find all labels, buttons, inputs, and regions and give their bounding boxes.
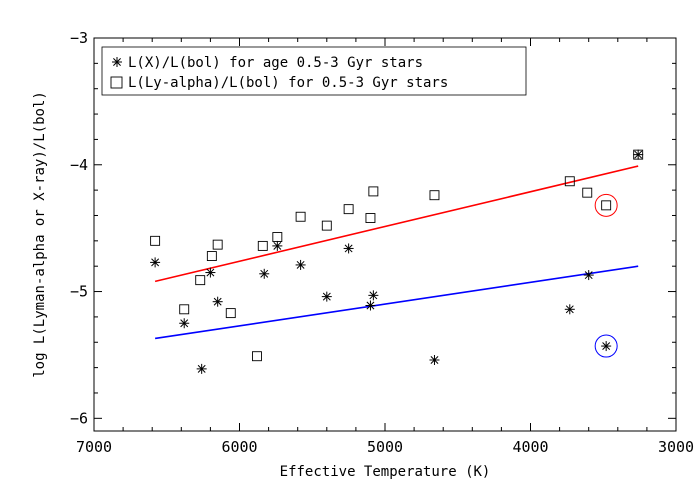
x-tick-label: 6000 bbox=[221, 438, 257, 456]
data-point-lyalpha bbox=[252, 351, 262, 362]
data-point-xray bbox=[429, 355, 440, 366]
data-point-xray bbox=[633, 149, 644, 160]
data-point-xray bbox=[212, 296, 223, 307]
data-point-lyalpha bbox=[206, 251, 217, 262]
fit-line-1 bbox=[154, 265, 639, 340]
data-point-lyalpha bbox=[633, 149, 644, 160]
data-point-lyalpha bbox=[295, 211, 306, 222]
data-point-xray bbox=[196, 363, 207, 374]
y-tick-label: −6 bbox=[70, 409, 88, 427]
x-tick-label: 3000 bbox=[658, 438, 694, 456]
x-axis-label: Effective Temperature (K) bbox=[280, 464, 491, 480]
legend: L(X)/L(bol) for age 0.5-3 Gyr stars L(Ly… bbox=[101, 46, 527, 96]
data-point-lyalpha bbox=[257, 240, 268, 251]
data-point-lyalpha bbox=[429, 190, 440, 201]
data-point-xray bbox=[205, 267, 216, 278]
data-point-xray bbox=[564, 304, 575, 315]
data-point-xray bbox=[259, 268, 270, 279]
y-axis-label: log L(Lyman-alpha or X-ray)/L(bol) bbox=[32, 91, 48, 378]
fit-line-0 bbox=[154, 165, 639, 283]
data-point-lyalpha bbox=[195, 275, 206, 286]
y-tick-label: −4 bbox=[70, 156, 88, 174]
data-point-xray bbox=[272, 240, 283, 251]
legend-entry-lyalpha: L(Ly-alpha)/L(bol) for 0.5-3 Gyr stars bbox=[128, 75, 448, 91]
data-point-xray bbox=[365, 300, 376, 311]
data-point-xray bbox=[150, 257, 161, 268]
x-tick-label: 4000 bbox=[512, 438, 548, 456]
data-point-lyalpha bbox=[150, 235, 161, 246]
data-point-lyalpha bbox=[225, 308, 236, 319]
data-point-xray bbox=[583, 270, 594, 281]
legend-box bbox=[101, 46, 527, 96]
data-point-lyalpha bbox=[212, 239, 223, 250]
x-tick-label: 5000 bbox=[367, 438, 403, 456]
data-point-lyalpha bbox=[321, 220, 332, 231]
data-point-xray bbox=[343, 243, 354, 254]
data-point-xray bbox=[179, 318, 190, 329]
data-point-lyalpha bbox=[582, 187, 593, 198]
plot-frame bbox=[93, 37, 677, 432]
highlight-circle-0 bbox=[594, 193, 618, 217]
data-point-xray bbox=[368, 290, 379, 301]
y-tick-label: −3 bbox=[70, 29, 88, 47]
data-point-lyalpha bbox=[179, 304, 190, 315]
data-point-lyalpha bbox=[272, 232, 283, 242]
highlight-circle-1 bbox=[594, 334, 618, 358]
marks-layer bbox=[150, 149, 644, 374]
legend-marker-asterisk bbox=[112, 57, 122, 67]
data-point-lyalpha bbox=[365, 213, 376, 223]
data-point-lyalpha bbox=[564, 176, 575, 187]
data-point-lyalpha bbox=[368, 186, 379, 197]
x-tick-label: 7000 bbox=[76, 438, 112, 456]
y-tick-label: −5 bbox=[70, 283, 88, 301]
data-point-xray bbox=[601, 341, 612, 352]
data-point-lyalpha bbox=[601, 200, 612, 211]
ticks-layer: 7000 6000 5000 4000 3000 −6 −5 −4 −3 bbox=[70, 29, 694, 456]
data-point-xray bbox=[321, 291, 332, 302]
legend-entry-xray: L(X)/L(bol) for age 0.5-3 Gyr stars bbox=[128, 55, 423, 71]
legend-marker-square bbox=[110, 76, 123, 89]
data-point-lyalpha bbox=[343, 204, 354, 215]
data-point-xray bbox=[295, 259, 306, 270]
